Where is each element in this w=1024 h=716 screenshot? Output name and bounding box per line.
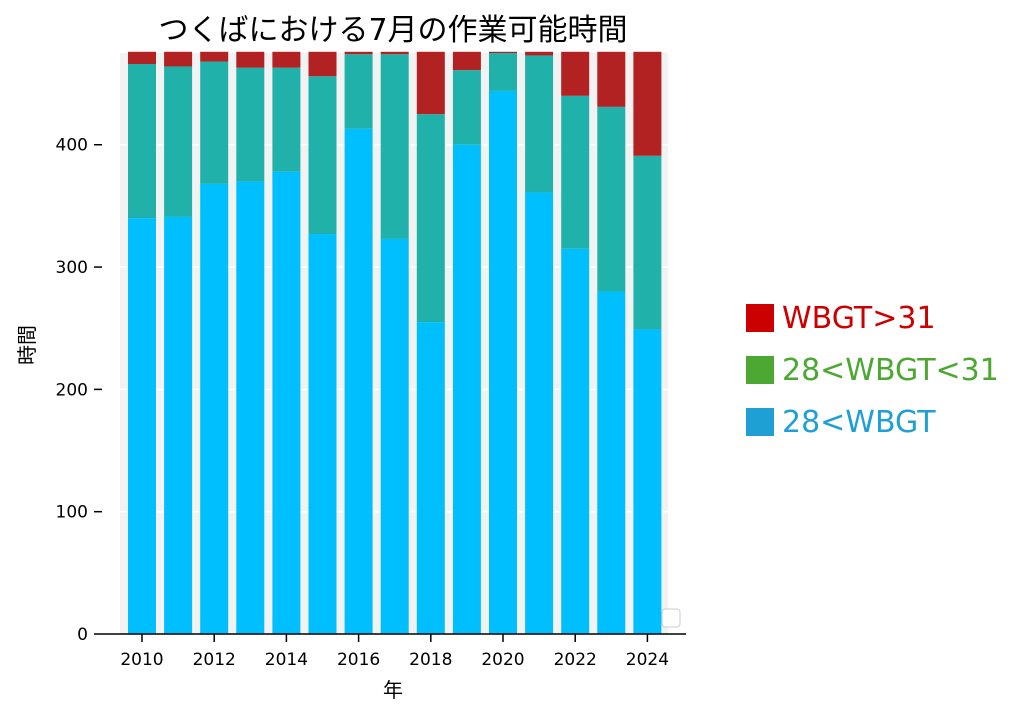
bar-segment xyxy=(128,51,156,65)
bar-segment xyxy=(597,106,626,292)
bar-segment xyxy=(525,192,554,634)
bar-segment xyxy=(272,51,301,68)
x-tick-label: 2012 xyxy=(193,650,236,670)
bar-segment xyxy=(525,51,554,56)
legend-swatch xyxy=(746,408,774,436)
y-tick-label: 0 xyxy=(77,625,88,645)
x-tick-label: 2018 xyxy=(409,650,452,670)
bar-segment xyxy=(452,144,481,634)
legend-item-wbgt-over-31: WBGT>31 xyxy=(746,292,999,344)
y-tick-label: 400 xyxy=(56,136,88,156)
bar-segment xyxy=(308,76,337,235)
y-tick-label: 300 xyxy=(56,258,88,278)
bar-segment xyxy=(633,329,662,634)
bar-segment xyxy=(633,51,662,156)
bar-segment xyxy=(344,54,373,129)
bar-segment xyxy=(128,218,156,634)
bar-segment xyxy=(128,64,156,219)
bars xyxy=(128,51,662,635)
x-tick-label: 2014 xyxy=(265,650,308,670)
bar-segment xyxy=(200,61,229,184)
bar-segment xyxy=(416,114,445,323)
legend-swatch xyxy=(746,304,774,332)
bar-segment xyxy=(380,54,409,239)
bar-segment xyxy=(308,51,337,77)
legend-label: 28<WBGT<31 xyxy=(782,352,999,388)
bar-segment xyxy=(200,51,229,62)
y-tick-label: 100 xyxy=(56,503,88,523)
legend-box-icon xyxy=(661,608,681,628)
legend-swatch xyxy=(746,356,774,384)
bar-segment xyxy=(489,53,517,91)
bar-segment xyxy=(272,171,301,635)
bar-segment xyxy=(344,128,373,634)
bar-segment xyxy=(272,67,301,172)
bar-segment xyxy=(416,322,445,634)
bar-segment xyxy=(489,51,517,53)
bar-segment xyxy=(597,51,626,107)
legend-label: 28<WBGT xyxy=(782,404,936,440)
y-axis-label: 時間 xyxy=(15,325,39,365)
bar-segment xyxy=(380,238,409,635)
x-tick-label: 2024 xyxy=(626,650,669,670)
bar-segment xyxy=(344,51,373,55)
bar-segment xyxy=(597,291,626,634)
y-tick-label: 200 xyxy=(56,380,88,400)
x-tick-label: 2016 xyxy=(337,650,380,670)
bar-segment xyxy=(561,95,590,249)
x-tick-label: 2010 xyxy=(120,650,163,670)
bar-segment xyxy=(561,51,590,96)
bar-segment xyxy=(236,181,265,634)
bar-segment xyxy=(452,70,481,145)
legend: WBGT>31 28<WBGT<31 28<WBGT xyxy=(746,292,999,448)
bar-segment xyxy=(452,51,481,71)
bar-segment xyxy=(380,51,409,55)
axes: 0 100 200 300 400 2010 2012 2014 2016 2018 2020 202… xyxy=(56,136,686,670)
bar-segment xyxy=(164,51,193,67)
bar-segment xyxy=(200,183,229,634)
bar-segment xyxy=(525,55,554,193)
bar-segment xyxy=(633,155,662,330)
bar-segment xyxy=(164,216,193,635)
bar-segment xyxy=(416,51,445,115)
legend-item-wbgt-under-28: 28<WBGT xyxy=(746,396,999,448)
bar-segment xyxy=(164,66,193,217)
bar-segment xyxy=(561,248,590,634)
legend-label: WBGT>31 xyxy=(782,300,936,336)
x-tick-label: 2022 xyxy=(554,650,597,670)
legend-item-wbgt-28-31: 28<WBGT<31 xyxy=(746,344,999,396)
chart-title: つくばにおける7月の作業可能時間 xyxy=(158,13,627,48)
bar-segment xyxy=(489,90,517,634)
bar-segment xyxy=(236,67,265,182)
bar-segment xyxy=(236,51,265,68)
bar-segment xyxy=(308,234,337,634)
x-axis-label: 年 xyxy=(383,678,403,702)
x-tick-label: 2020 xyxy=(481,650,524,670)
